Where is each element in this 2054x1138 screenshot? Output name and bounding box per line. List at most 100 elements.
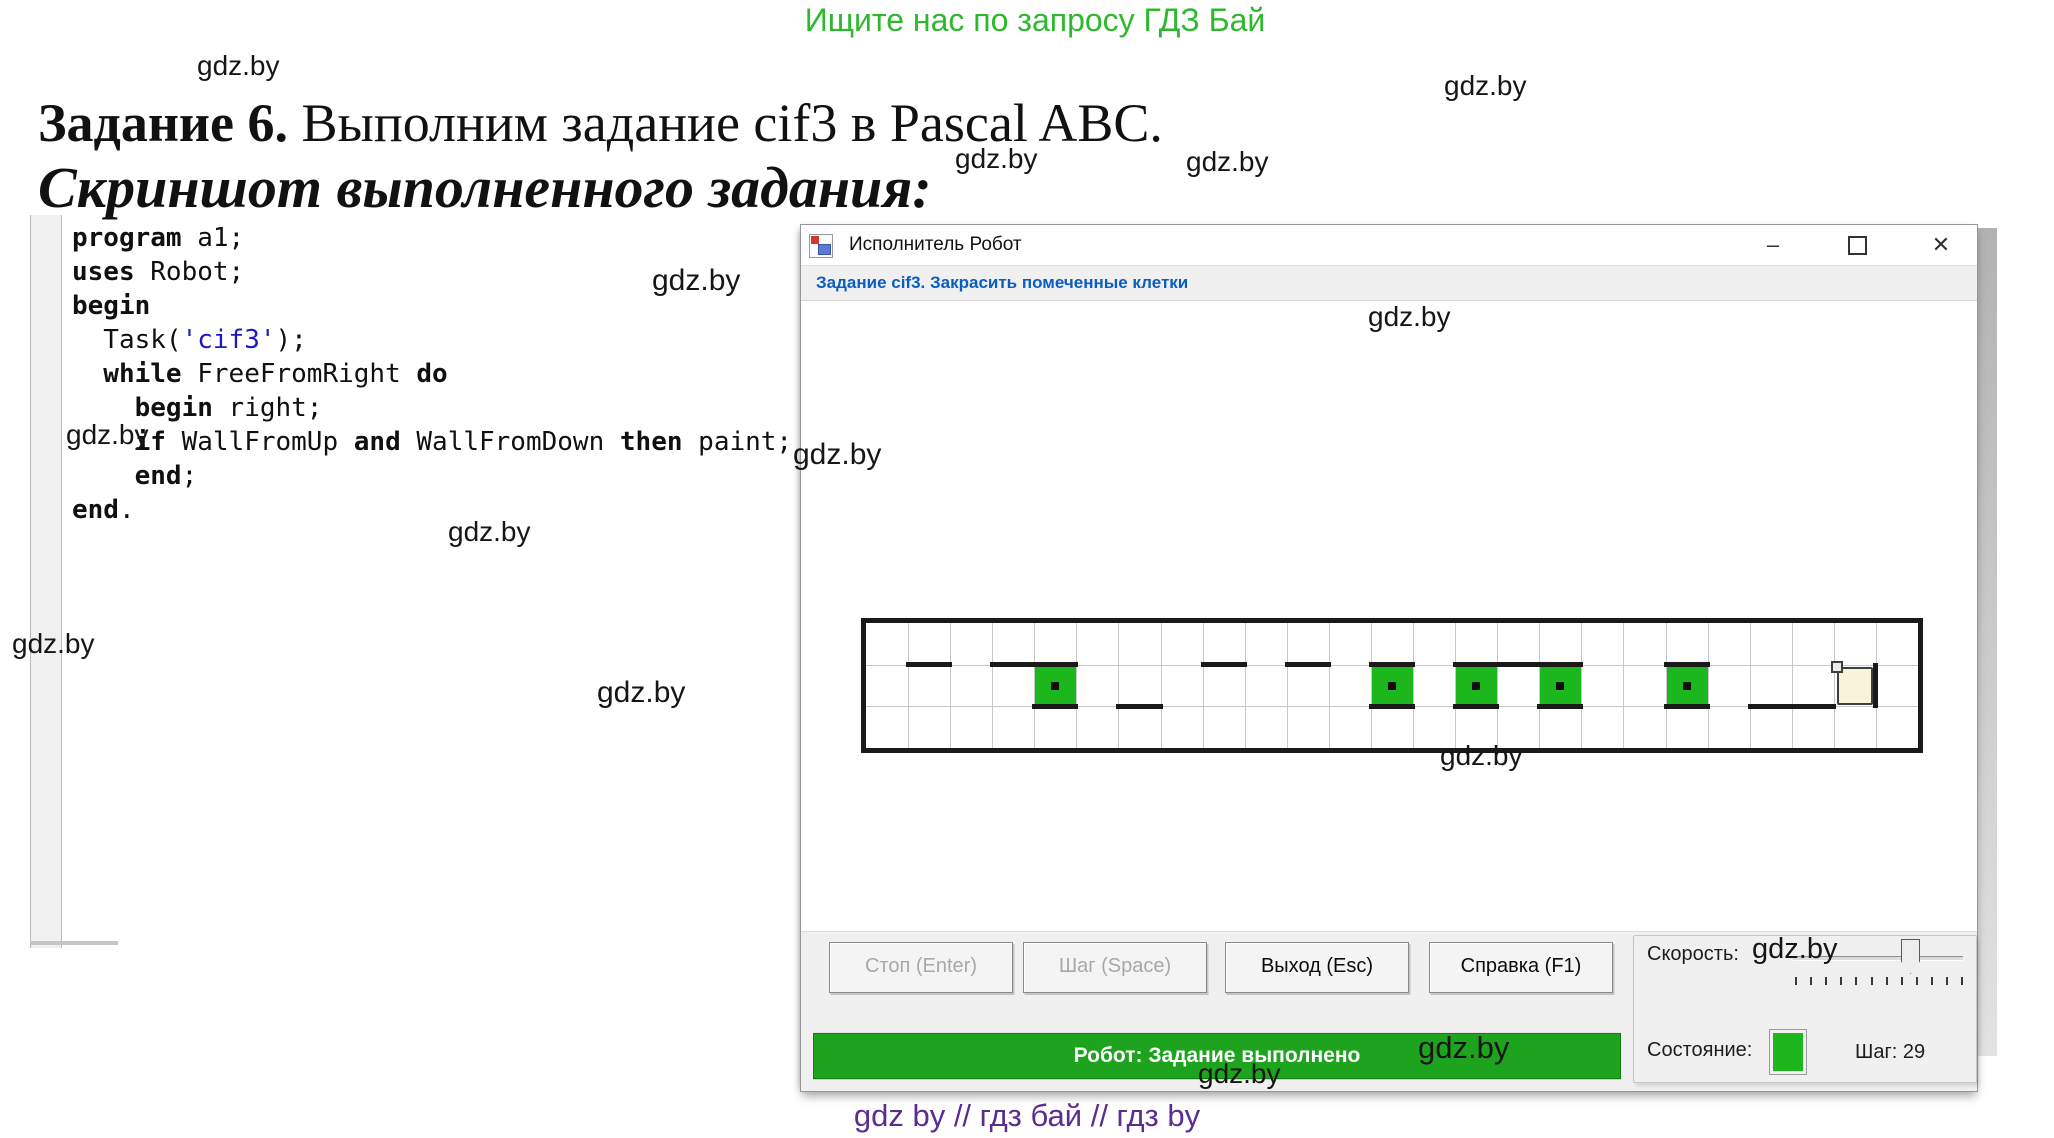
wall-top (1032, 662, 1079, 668)
document-title: Задание 6. Выполним задание cif3 в Pasca… (38, 92, 1163, 154)
grid-line-vertical (992, 623, 994, 748)
speed-label: Скорость: (1647, 943, 1739, 965)
robot-icon (1830, 660, 1873, 705)
code-line: program a1; (72, 223, 245, 253)
grid-line-vertical (1623, 623, 1625, 748)
slider-tick (1961, 977, 1964, 985)
watermark: gdz.by (652, 264, 741, 297)
watermark: gdz.by (197, 50, 280, 81)
task-caption: Задание cif3. Закрасить помеченные клетк… (816, 273, 1189, 292)
close-button[interactable]: ✕ (1919, 225, 1963, 265)
wall-bottom (1453, 703, 1500, 709)
slider-tick (1795, 977, 1797, 985)
minimize-button[interactable]: – (1751, 225, 1795, 265)
code-line: if WallFromUp and WallFromDown then pain… (72, 427, 793, 457)
grid-line-vertical (908, 623, 910, 748)
slider-tick (1900, 977, 1903, 985)
grid-line-vertical (1791, 623, 1793, 748)
code-line: begin (72, 291, 151, 321)
code-line: end; (72, 461, 198, 491)
app-icon (809, 234, 833, 258)
cell-mark-dot (1051, 681, 1060, 690)
grid-line-vertical (1286, 623, 1288, 748)
watermark: gdz.by (597, 676, 686, 709)
footer-watermark-line: gdz by // гдз бай // гдз by (853, 1098, 1201, 1133)
wall-bottom (1747, 703, 1794, 709)
speed-slider-thumb[interactable] (1901, 939, 1920, 974)
slider-tick (1885, 977, 1888, 985)
grid-line-vertical (1749, 623, 1751, 748)
grid-line-vertical (1497, 623, 1499, 748)
step-counter: Шаг: 29 (1855, 1041, 1926, 1063)
code-line: while FreeFromRight do (72, 359, 448, 389)
editor-scrollbar[interactable] (30, 215, 62, 948)
watermark: gdz.by (1186, 146, 1269, 177)
wall-top (1537, 662, 1584, 668)
grid-line-vertical (1202, 623, 1204, 748)
watermark: gdz.by (793, 438, 882, 471)
code-block: program a1; uses Robot; begin Task('cif3')… (72, 221, 792, 527)
wall-top (906, 662, 953, 668)
watermark: gdz.by (1440, 740, 1523, 771)
button-справка-f1-[interactable]: Справка (F1) (1429, 942, 1613, 993)
grid-line-vertical (1034, 623, 1036, 748)
watermark: gdz.by (955, 143, 1038, 174)
grid-line-vertical (1833, 623, 1835, 748)
cell-mark-dot (1388, 681, 1396, 690)
button-стоп-enter-: Стоп (Enter) (829, 942, 1013, 993)
button-выход-esc-[interactable]: Выход (Esc) (1225, 942, 1409, 993)
wall-top (1453, 662, 1500, 668)
wall-bottom (1789, 703, 1836, 709)
grid-line-vertical (1455, 623, 1457, 748)
robot-field (861, 618, 1923, 753)
wall-top (990, 662, 1037, 668)
document-title-number: Задание 6. (38, 93, 289, 153)
state-indicator (1769, 1029, 1807, 1075)
document-title-text: Выполним задание cif3 в Pascal ABC. (288, 93, 1163, 153)
window-titlebar[interactable]: Исполнитель Робот – ✕ (801, 225, 1977, 266)
document-subtitle: Скриншот выполненного задания: (38, 155, 932, 220)
grid-line-vertical (950, 623, 952, 748)
promo-header: Ищите нас по запросу ГДЗ Бай (804, 2, 1266, 38)
wall-bottom (1032, 703, 1079, 709)
slider-tick (1810, 977, 1813, 985)
grid-line-vertical (1328, 623, 1330, 748)
grid-line-vertical (1581, 623, 1583, 748)
watermark: gdz.by (1444, 70, 1527, 101)
window-title: Исполнитель Робот (849, 234, 1022, 255)
watermark: gdz.by (448, 516, 531, 547)
watermark: gdz.by (1418, 1030, 1510, 1065)
watermark: gdz.by (1198, 1058, 1281, 1089)
maximize-icon (1847, 236, 1867, 255)
watermark: gdz.by (1368, 301, 1451, 332)
cell-mark-dot (1682, 681, 1691, 690)
slider-tick (1946, 977, 1948, 985)
grid-line-vertical (1370, 623, 1372, 748)
slider-tick (1840, 977, 1843, 985)
cell-mark-dot (1472, 681, 1481, 690)
speed-slider-track[interactable] (1793, 956, 1963, 961)
wall-top (1200, 662, 1247, 668)
window-client-area (801, 301, 1977, 931)
grid-line-vertical (1244, 623, 1246, 748)
wall-top (1495, 662, 1542, 668)
close-icon: ✕ (1931, 232, 1951, 257)
wall-bottom (1537, 703, 1584, 709)
wall-bottom (1663, 703, 1710, 709)
minimize-icon: – (1766, 232, 1780, 257)
grid-line-vertical (1160, 623, 1162, 748)
maximize-button[interactable] (1835, 225, 1879, 265)
state-label: Состояние: (1647, 1039, 1753, 1061)
watermark: gdz.by (1752, 933, 1838, 965)
grid-line-vertical (1539, 623, 1541, 748)
code-line: uses Robot; (72, 257, 245, 287)
wall-vertical (1873, 662, 1879, 709)
task-caption-bar: Задание cif3. Закрасить помеченные клетк… (801, 265, 1977, 301)
wall-top (1368, 662, 1416, 668)
code-line: end. (72, 495, 135, 525)
slider-tick (1825, 977, 1828, 985)
watermark: gdz.by (66, 419, 149, 450)
slider-tick (1915, 977, 1918, 985)
slider-tick (1855, 977, 1858, 985)
code-line: begin right; (72, 393, 323, 423)
